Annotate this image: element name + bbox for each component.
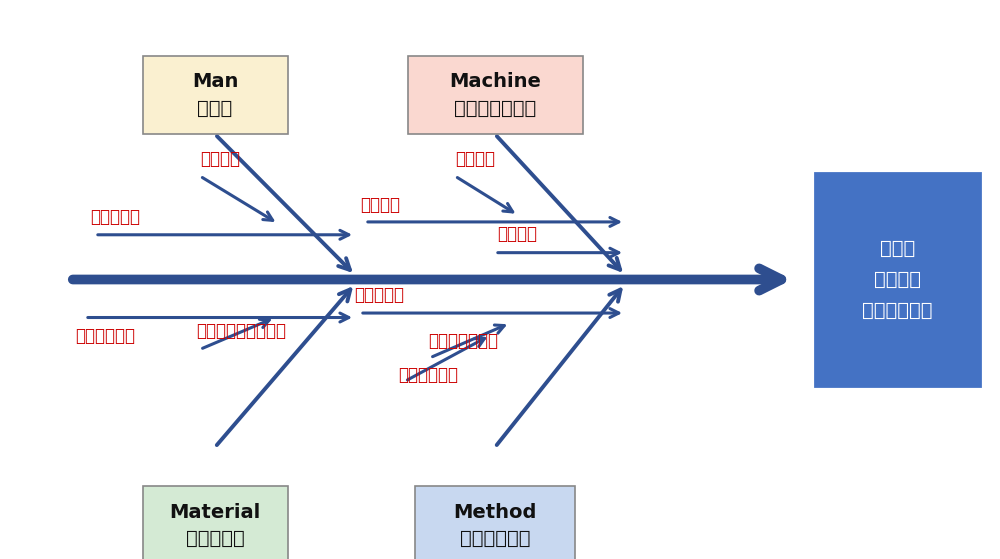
Text: 部品摩耗: 部品摩耗 <box>455 150 495 168</box>
Text: サプライヤー間の差: サプライヤー間の差 <box>196 322 286 340</box>
Text: 熟練度不足: 熟練度不足 <box>90 208 140 226</box>
Text: 訓練不足: 訓練不足 <box>497 225 537 243</box>
Text: Machine
（機械・設備）: Machine （機械・設備） <box>449 72 541 118</box>
FancyBboxPatch shape <box>143 56 288 134</box>
Text: Method
（作業方法）: Method （作業方法） <box>453 503 537 548</box>
FancyBboxPatch shape <box>143 486 288 559</box>
Text: マニュアル不備: マニュアル不備 <box>428 333 498 350</box>
FancyBboxPatch shape <box>415 486 575 559</box>
Text: 経年劣化: 経年劣化 <box>360 196 400 214</box>
Text: Material
（原材料）: Material （原材料） <box>169 503 261 548</box>
Text: 品質ばらつき: 品質ばらつき <box>75 327 135 345</box>
Text: 訓練不足: 訓練不足 <box>200 150 240 168</box>
Text: 手順不徹底: 手順不徹底 <box>354 286 404 304</box>
Text: 問題：
加工品の
寸法バラツキ: 問題： 加工品の 寸法バラツキ <box>862 239 933 320</box>
Text: Man
（人）: Man （人） <box>192 72 238 118</box>
FancyBboxPatch shape <box>408 56 582 134</box>
Text: 個人の方法差: 個人の方法差 <box>398 366 458 384</box>
FancyBboxPatch shape <box>815 173 980 386</box>
